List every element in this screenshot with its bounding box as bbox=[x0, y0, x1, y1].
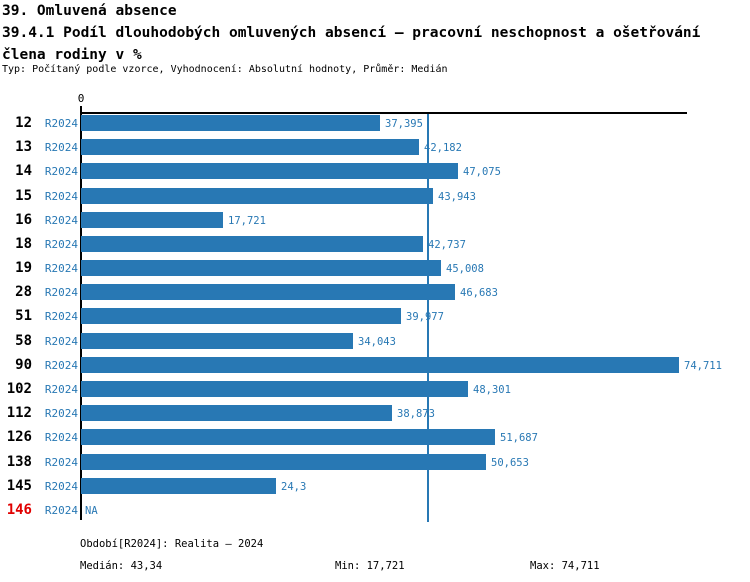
row-id-label: 28 bbox=[15, 284, 32, 300]
row-series-label: R2024 bbox=[44, 359, 78, 372]
row-id-label: 102 bbox=[6, 381, 32, 397]
value-label: 47,075 bbox=[463, 166, 501, 178]
value-label: 51,687 bbox=[500, 432, 538, 444]
row-series-label: R2024 bbox=[44, 456, 78, 469]
value-label: 17,721 bbox=[228, 215, 266, 227]
value-bar bbox=[81, 333, 353, 349]
row-id-label: 146 bbox=[6, 502, 32, 518]
row-series-label: R2024 bbox=[44, 504, 78, 517]
value-bar bbox=[81, 454, 486, 470]
row-id-label: 16 bbox=[15, 212, 32, 228]
footer-median: Medián: 43,34 bbox=[80, 560, 163, 572]
value-label: 37,395 bbox=[385, 118, 423, 130]
row-series-label: R2024 bbox=[44, 335, 78, 348]
chart-row-14: 14 R2024 47,075 bbox=[0, 163, 750, 179]
row-series-label: R2024 bbox=[44, 383, 78, 396]
value-label: 46,683 bbox=[460, 287, 498, 299]
value-bar bbox=[81, 115, 380, 131]
chart-row-146: 146 R2024 NA bbox=[0, 502, 750, 518]
value-bar bbox=[81, 405, 392, 421]
value-bar bbox=[81, 260, 441, 276]
value-bar bbox=[81, 478, 276, 494]
row-id-label: 19 bbox=[15, 260, 32, 276]
page-title: 39. Omluvená absence bbox=[2, 3, 177, 19]
row-series-label: R2024 bbox=[44, 262, 78, 275]
value-label: 42,737 bbox=[428, 239, 466, 251]
value-bar bbox=[81, 139, 419, 155]
value-bar bbox=[81, 381, 468, 397]
value-label: 48,301 bbox=[473, 384, 511, 396]
chart-row-15: 15 R2024 43,943 bbox=[0, 188, 750, 204]
chart-row-90: 90 R2024 74,711 bbox=[0, 357, 750, 373]
row-id-label: 51 bbox=[15, 308, 32, 324]
row-series-label: R2024 bbox=[44, 286, 78, 299]
chart-row-58: 58 R2024 34,043 bbox=[0, 333, 750, 349]
row-id-label: 58 bbox=[15, 333, 32, 349]
chart-row-18: 18 R2024 42,737 bbox=[0, 236, 750, 252]
footer-max: Max: 74,711 bbox=[530, 560, 600, 572]
value-label: NA bbox=[85, 505, 98, 517]
median-reference-line bbox=[426, 114, 429, 522]
row-id-label: 90 bbox=[15, 357, 32, 373]
value-label: 24,3 bbox=[281, 481, 307, 493]
footer-period: Období[R2024]: Realita – 2024 bbox=[80, 538, 264, 550]
chart-row-19: 19 R2024 45,008 bbox=[0, 260, 750, 276]
chart-row-12: 12 R2024 37,395 bbox=[0, 115, 750, 131]
row-id-label: 13 bbox=[15, 139, 32, 155]
x-axis-zero-tick-label: 0 bbox=[77, 92, 85, 105]
row-series-label: R2024 bbox=[44, 165, 78, 178]
value-label: 45,008 bbox=[446, 263, 484, 275]
row-series-label: R2024 bbox=[44, 117, 78, 130]
row-series-label: R2024 bbox=[44, 214, 78, 227]
row-series-label: R2024 bbox=[44, 190, 78, 203]
value-label: 50,653 bbox=[491, 457, 529, 469]
row-series-label: R2024 bbox=[44, 238, 78, 251]
chart-row-13: 13 R2024 42,182 bbox=[0, 139, 750, 155]
row-id-label: 12 bbox=[15, 115, 32, 131]
value-bar bbox=[81, 429, 495, 445]
row-id-label: 15 bbox=[15, 188, 32, 204]
value-label: 39,977 bbox=[406, 311, 444, 323]
row-id-label: 145 bbox=[6, 478, 32, 494]
row-series-label: R2024 bbox=[44, 141, 78, 154]
row-id-label: 18 bbox=[15, 236, 32, 252]
footer-min: Min: 17,721 bbox=[335, 560, 405, 572]
row-series-label: R2024 bbox=[44, 480, 78, 493]
value-bar bbox=[81, 212, 223, 228]
value-bar bbox=[81, 357, 679, 373]
chart-row-28: 28 R2024 46,683 bbox=[0, 284, 750, 300]
chart-row-51: 51 R2024 39,977 bbox=[0, 308, 750, 324]
value-bar bbox=[81, 188, 433, 204]
row-series-label: R2024 bbox=[44, 407, 78, 420]
chart-meta-line: Typ: Počítaný podle vzorce, Vyhodnocení:… bbox=[2, 64, 448, 75]
value-label: 74,711 bbox=[684, 360, 722, 372]
value-bar bbox=[81, 236, 423, 252]
row-id-label: 138 bbox=[6, 454, 32, 470]
value-bar bbox=[81, 163, 458, 179]
row-id-label: 14 bbox=[15, 163, 32, 179]
chart-row-126: 126 R2024 51,687 bbox=[0, 429, 750, 445]
chart-row-138: 138 R2024 50,653 bbox=[0, 454, 750, 470]
chart-row-102: 102 R2024 48,301 bbox=[0, 381, 750, 397]
value-bar bbox=[81, 284, 455, 300]
value-label: 38,873 bbox=[397, 408, 435, 420]
chart-row-145: 145 R2024 24,3 bbox=[0, 478, 750, 494]
value-label: 42,182 bbox=[424, 142, 462, 154]
chart-row-16: 16 R2024 17,721 bbox=[0, 212, 750, 228]
value-label: 43,943 bbox=[438, 191, 476, 203]
chart-row-112: 112 R2024 38,873 bbox=[0, 405, 750, 421]
row-id-label: 126 bbox=[6, 429, 32, 445]
x-axis-line bbox=[80, 112, 687, 114]
value-label: 34,043 bbox=[358, 336, 396, 348]
value-bar bbox=[81, 308, 401, 324]
chart-subtitle-line2: člena rodiny v % bbox=[2, 47, 142, 63]
row-series-label: R2024 bbox=[44, 431, 78, 444]
row-id-label: 112 bbox=[6, 405, 32, 421]
chart-subtitle-line1: 39.4.1 Podíl dlouhodobých omluvených abs… bbox=[2, 25, 701, 41]
row-series-label: R2024 bbox=[44, 310, 78, 323]
